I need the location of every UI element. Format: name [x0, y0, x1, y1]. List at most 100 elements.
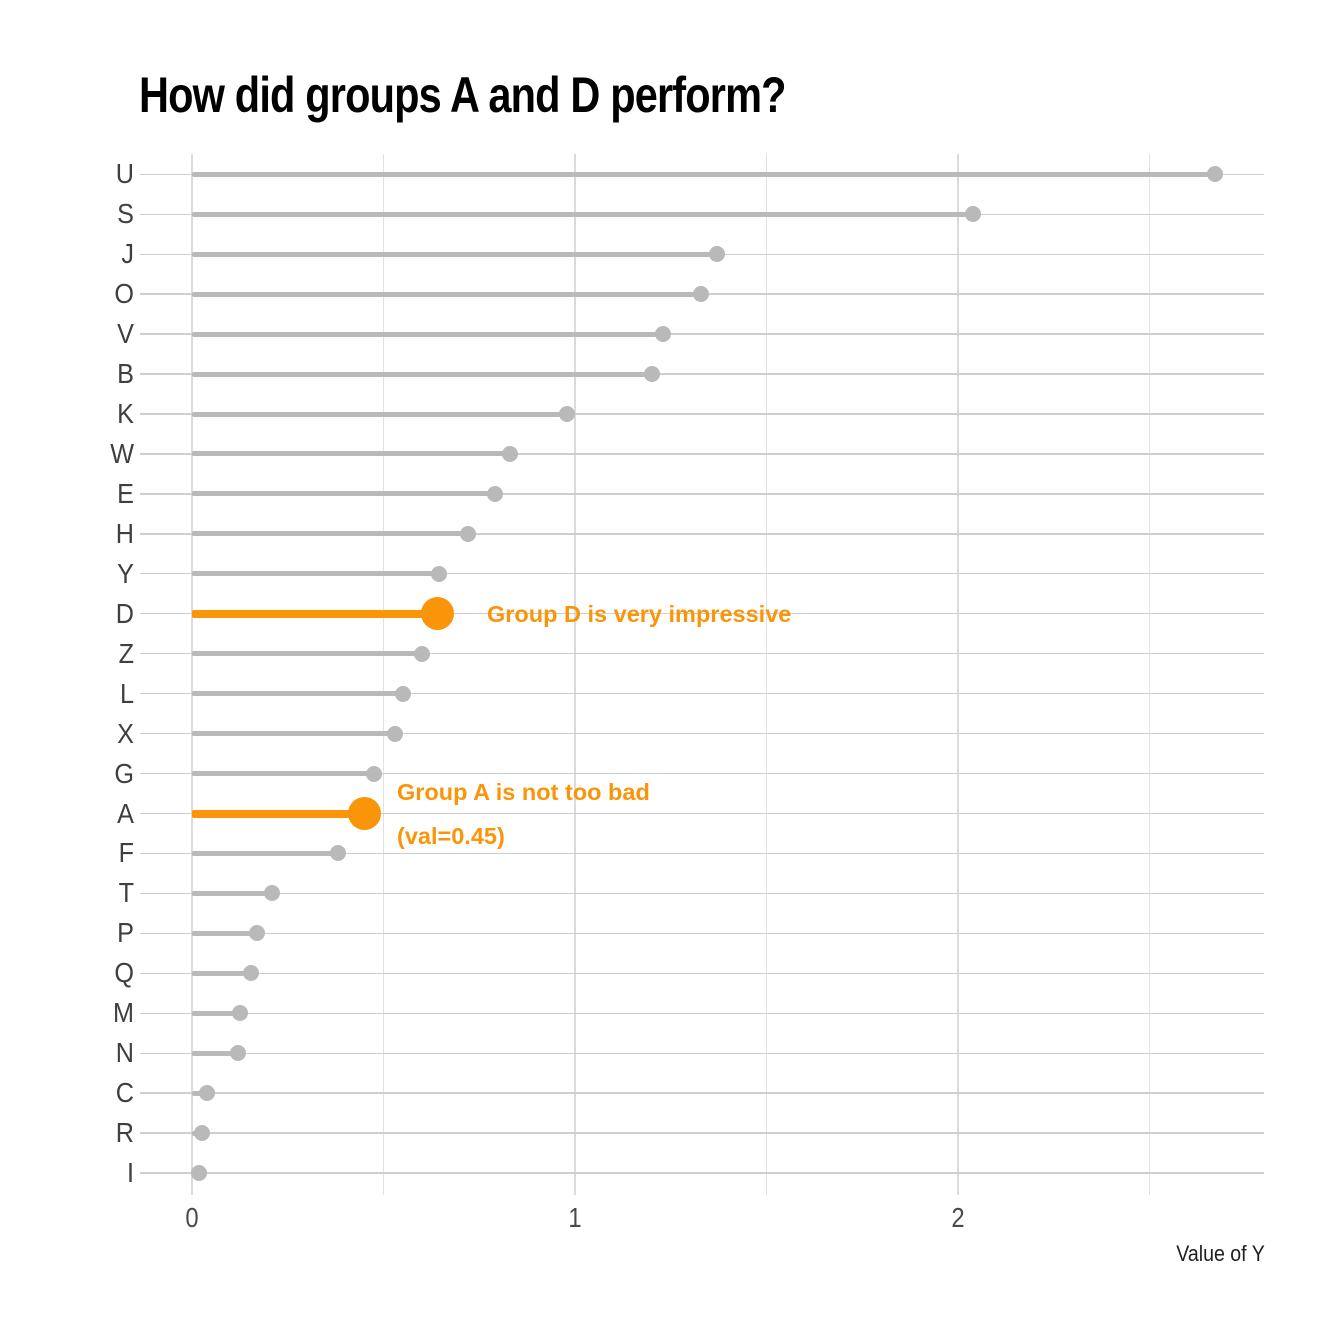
- gridline-vertical: [383, 154, 384, 1195]
- gridline-horizontal: [140, 333, 1264, 335]
- y-axis-label-H: H: [115, 517, 134, 549]
- gridline-horizontal: [140, 692, 1264, 695]
- lollipop-stem-U: [192, 171, 1215, 177]
- annotation-group-D: Group D is very impressive: [487, 600, 792, 627]
- lollipop-dot-D: [420, 597, 454, 631]
- y-axis-label-Y: Y: [117, 557, 134, 589]
- y-axis-label-P: P: [117, 917, 134, 949]
- lollipop-stem-V: [192, 331, 664, 337]
- y-axis-label-N: N: [115, 1037, 134, 1069]
- gridline-horizontal: [140, 972, 1264, 974]
- lollipop-stem-E: [192, 491, 495, 497]
- annotation-group-A: Group A is not too bad (val=0.45): [397, 778, 650, 849]
- gridline-horizontal: [140, 1012, 1264, 1014]
- gridline-vertical: [957, 154, 959, 1195]
- y-axis-label-B: B: [117, 358, 134, 390]
- y-axis-label-V: V: [117, 318, 134, 350]
- gridline-horizontal: [140, 533, 1264, 535]
- lollipop-stem-M: [192, 1010, 240, 1016]
- gridline-vertical: [1149, 154, 1150, 1195]
- y-axis-label-S: S: [117, 198, 134, 230]
- y-axis-label-O: O: [114, 278, 134, 310]
- x-tick-label-1: 1: [568, 1202, 582, 1233]
- lollipop-dot-I: [190, 1165, 207, 1182]
- lollipop-dot-U: [1206, 166, 1223, 183]
- gridline-horizontal: [140, 772, 1264, 775]
- lollipop-stem-Z: [192, 651, 422, 657]
- y-axis-label-M: M: [113, 997, 134, 1029]
- gridline-horizontal: [140, 852, 1264, 855]
- lollipop-dot-K: [559, 406, 576, 422]
- lollipop-dot-O: [693, 286, 710, 303]
- lollipop-stem-S: [192, 211, 974, 217]
- gridline-horizontal: [140, 812, 1264, 815]
- y-axis-label-G: G: [114, 757, 134, 789]
- lollipop-stem-P: [192, 930, 258, 936]
- lollipop-dot-S: [965, 206, 982, 223]
- gridline-horizontal: [140, 1052, 1264, 1054]
- lollipop-stem-G: [192, 771, 374, 777]
- y-axis-label-X: X: [117, 717, 134, 749]
- y-axis-label-I: I: [126, 1157, 134, 1189]
- lollipop-stem-Y: [192, 571, 440, 577]
- y-axis-label-C: C: [115, 1077, 134, 1109]
- gridline-horizontal: [140, 1092, 1264, 1094]
- y-axis-label-J: J: [121, 238, 134, 270]
- gridline-horizontal: [140, 1132, 1264, 1134]
- lollipop-dot-B: [643, 366, 660, 383]
- y-axis-label-Z: Z: [118, 637, 134, 669]
- lollipop-dot-E: [486, 485, 503, 502]
- lollipop-stem-N: [192, 1050, 238, 1056]
- lollipop-stem-K: [192, 411, 568, 417]
- lollipop-dot-Q: [243, 965, 260, 982]
- gridline-horizontal: [140, 373, 1264, 375]
- gridline-horizontal: [140, 493, 1264, 495]
- gridline-horizontal: [140, 1172, 1264, 1174]
- gridline-horizontal: [140, 653, 1264, 655]
- gridline-horizontal: [140, 413, 1264, 415]
- lollipop-dot-T: [264, 885, 281, 902]
- gridline-horizontal: [140, 892, 1264, 895]
- lollipop-stem-O: [192, 291, 702, 297]
- x-axis-title: Value of Y: [1176, 1241, 1265, 1266]
- lollipop-stem-F: [192, 850, 338, 856]
- y-axis-label-L: L: [119, 677, 134, 709]
- lollipop-stem-B: [192, 371, 652, 377]
- y-axis-label-F: F: [118, 837, 134, 869]
- gridline-vertical: [574, 154, 576, 1195]
- y-axis-label-D: D: [115, 597, 134, 629]
- chart-title: How did groups A and D perform?: [139, 67, 787, 123]
- lollipop-dot-C: [199, 1085, 216, 1102]
- y-axis-label-Q: Q: [114, 957, 134, 989]
- lollipop-dot-M: [231, 1005, 248, 1022]
- lollipop-stem-A: [192, 809, 365, 818]
- lollipop-dot-J: [708, 246, 725, 263]
- lollipop-dot-Y: [431, 565, 448, 582]
- lollipop-dot-A: [347, 797, 381, 830]
- lollipop-dot-L: [394, 685, 411, 702]
- y-axis-label-R: R: [115, 1117, 134, 1149]
- gridline-horizontal: [140, 613, 1264, 615]
- gridline-horizontal: [140, 573, 1264, 575]
- gridline-horizontal: [140, 932, 1264, 935]
- lollipop-stem-T: [192, 890, 273, 896]
- gridline-vertical: [191, 154, 193, 1195]
- lollipop-dot-G: [365, 765, 382, 782]
- y-axis-label-K: K: [117, 398, 134, 429]
- y-axis-label-E: E: [117, 477, 134, 509]
- y-axis-label-T: T: [118, 877, 134, 909]
- gridline-horizontal: [140, 732, 1264, 735]
- x-tick-label-0: 0: [185, 1202, 199, 1233]
- lollipop-stem-H: [192, 531, 468, 537]
- lollipop-dot-V: [655, 326, 672, 343]
- lollipop-stem-J: [192, 251, 717, 257]
- lollipop-dot-F: [329, 845, 346, 862]
- y-axis-label-W: W: [110, 437, 134, 469]
- y-axis-label-A: A: [117, 797, 134, 829]
- x-tick-label-2: 2: [951, 1202, 965, 1233]
- lollipop-stem-D: [192, 609, 438, 618]
- lollipop-dot-W: [501, 445, 518, 462]
- lollipop-dot-X: [386, 725, 403, 742]
- lollipop-dot-Z: [413, 645, 430, 662]
